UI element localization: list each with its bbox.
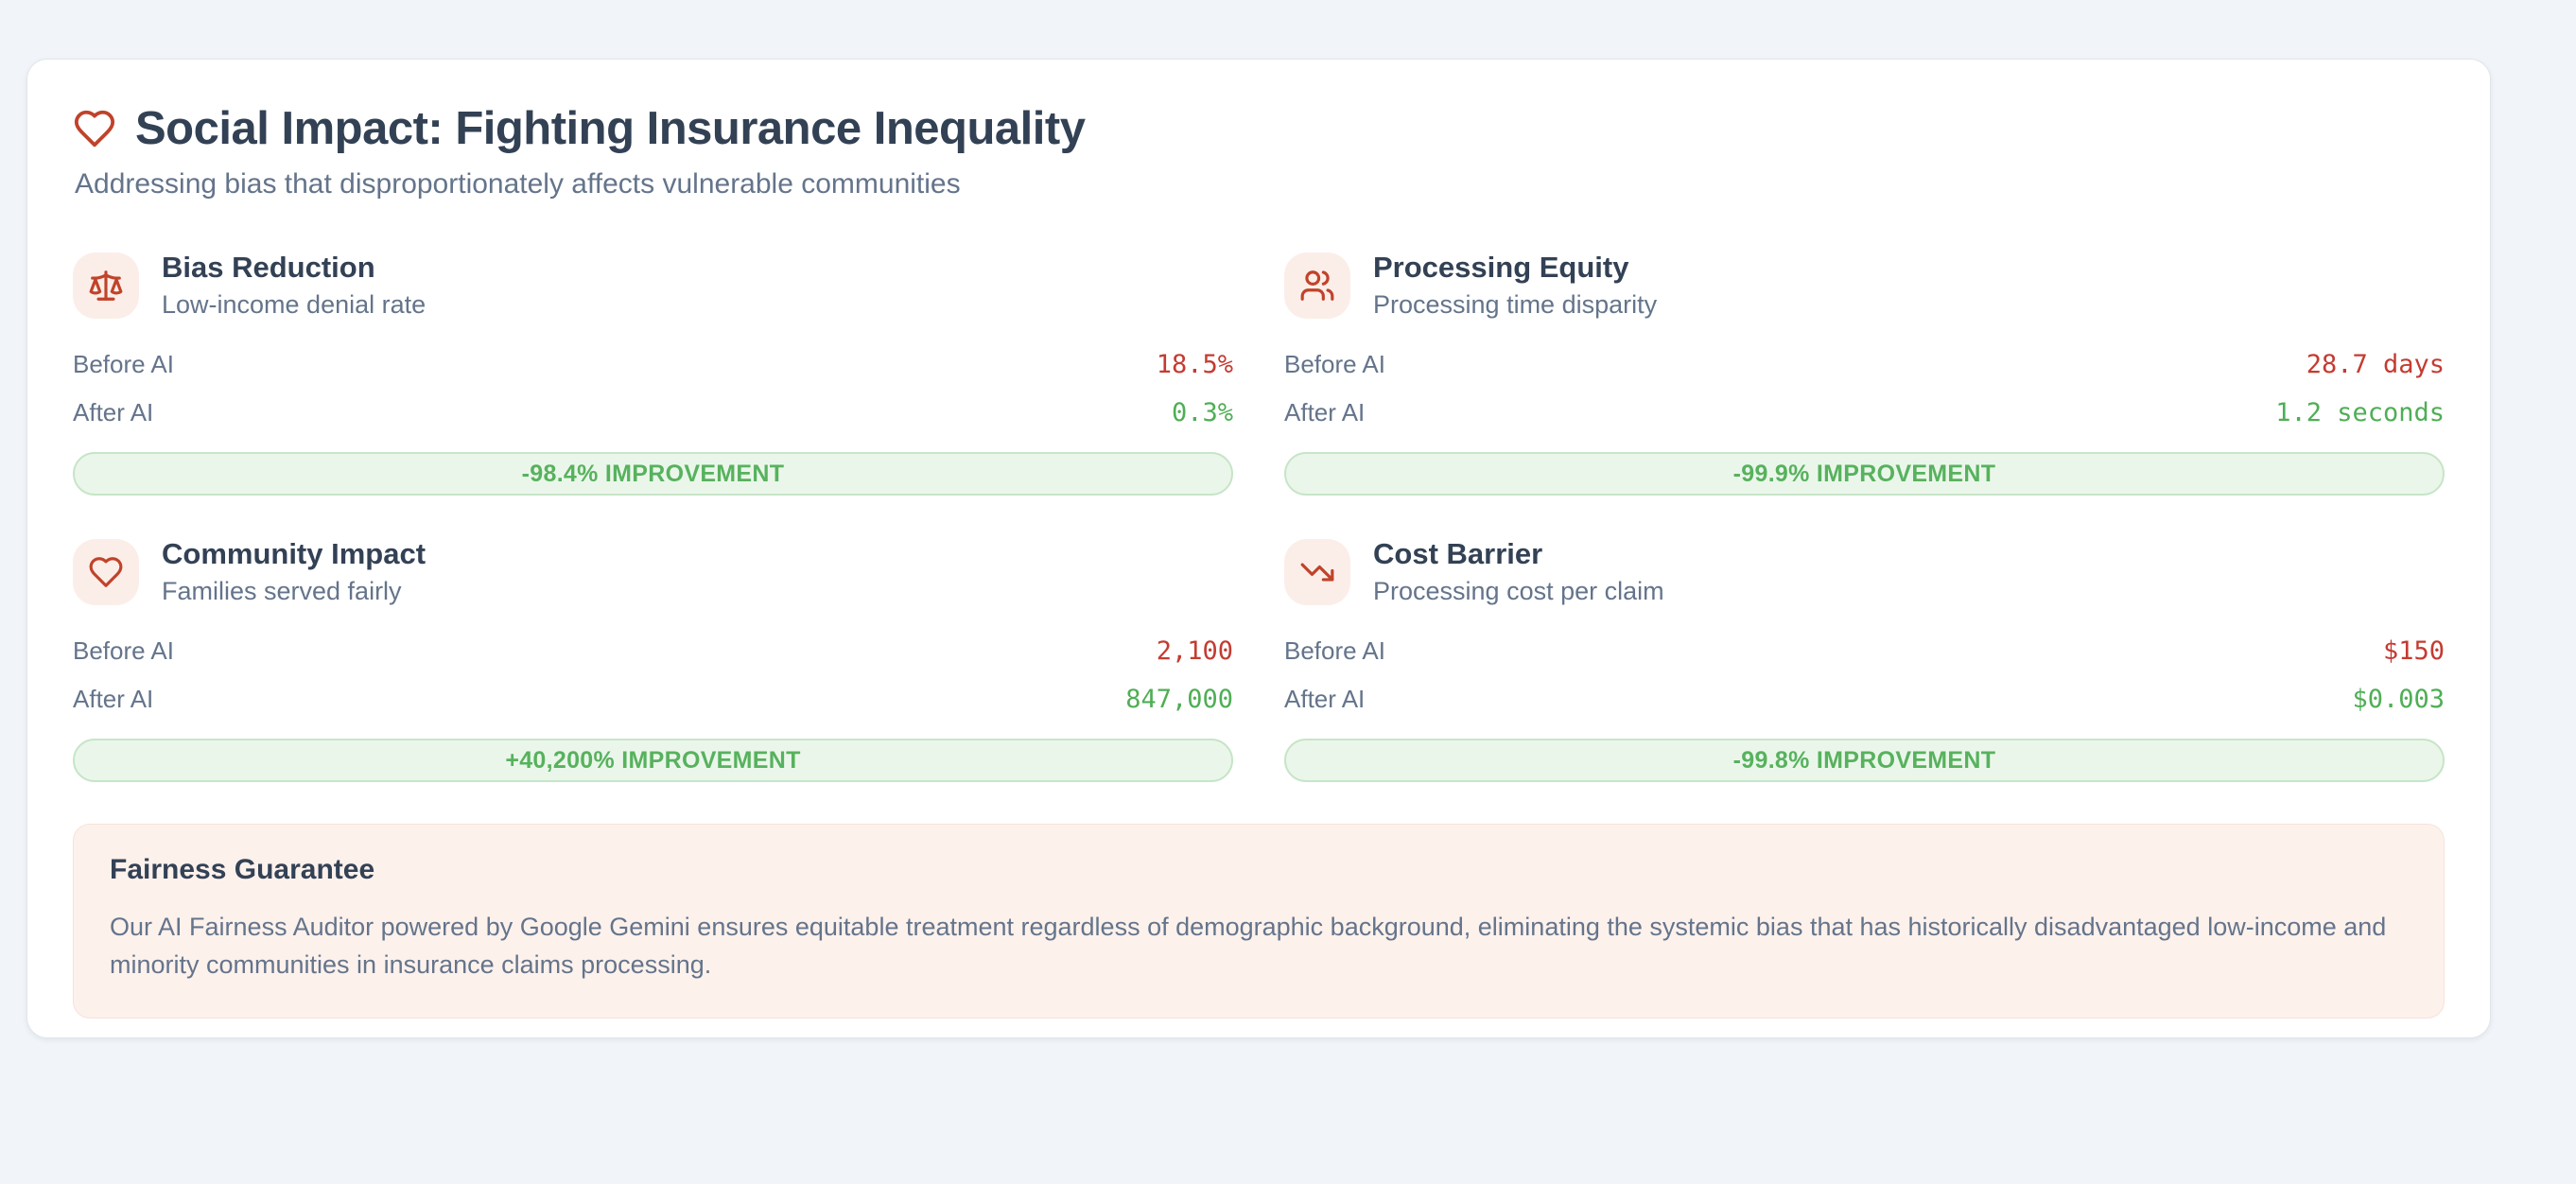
before-ai-label: Before AI xyxy=(73,350,174,378)
after-ai-row: After AI $0.003 xyxy=(1284,675,2445,723)
after-ai-row: After AI 1.2 seconds xyxy=(1284,389,2445,437)
metric-header-text: Processing Equity Processing time dispar… xyxy=(1373,251,1657,320)
metric-header: Cost Barrier Processing cost per claim xyxy=(1284,537,2445,606)
before-ai-row: Before AI 18.5% xyxy=(73,340,1233,389)
before-ai-label: Before AI xyxy=(1284,350,1385,378)
page-subtitle: Addressing bias that disproportionately … xyxy=(75,168,961,200)
before-ai-label: Before AI xyxy=(1284,636,1385,665)
fairness-title: Fairness Guarantee xyxy=(110,854,375,885)
metric-header-text: Community Impact Families served fairly xyxy=(162,537,426,606)
metric-card-community-impact: Community Impact Families served fairly … xyxy=(73,537,1233,782)
before-ai-row: Before AI 2,100 xyxy=(73,627,1233,675)
after-ai-label: After AI xyxy=(73,685,154,713)
metric-header-text: Bias Reduction Low-income denial rate xyxy=(162,251,426,320)
after-ai-value: 0.3% xyxy=(1171,398,1233,427)
metric-subtitle: Processing cost per claim xyxy=(1373,577,1664,605)
after-ai-value: 1.2 seconds xyxy=(2275,398,2445,427)
before-ai-label: Before AI xyxy=(73,636,174,665)
heart-icon xyxy=(73,107,116,150)
metric-title: Bias Reduction xyxy=(162,251,375,284)
metric-title: Processing Equity xyxy=(1373,251,1629,284)
metric-title: Community Impact xyxy=(162,537,426,570)
metric-subtitle: Processing time disparity xyxy=(1373,290,1658,319)
after-ai-row: After AI 847,000 xyxy=(73,675,1233,723)
social-impact-card: Social Impact: Fighting Insurance Inequa… xyxy=(26,59,2491,1038)
improvement-badge: +40,200% IMPROVEMENT xyxy=(73,739,1233,782)
before-ai-value: 28.7 days xyxy=(2306,350,2445,379)
before-ai-row: Before AI $150 xyxy=(1284,627,2445,675)
metric-subtitle: Low-income denial rate xyxy=(162,290,426,319)
after-ai-label: After AI xyxy=(1284,685,1366,713)
metrics-grid: Bias Reduction Low-income denial rate Be… xyxy=(73,251,2445,782)
page-title: Social Impact: Fighting Insurance Inequa… xyxy=(135,103,1086,154)
after-ai-label: After AI xyxy=(1284,398,1366,427)
after-ai-value: $0.003 xyxy=(2352,685,2445,714)
metric-rows: Before AI 28.7 days After AI 1.2 seconds xyxy=(1284,340,2445,437)
metric-subtitle: Families served fairly xyxy=(162,577,402,605)
metric-header: Community Impact Families served fairly xyxy=(73,537,1233,606)
before-ai-row: Before AI 28.7 days xyxy=(1284,340,2445,389)
fairness-guarantee-box: Fairness Guarantee Our AI Fairness Audit… xyxy=(73,824,2445,1019)
fairness-body: Our AI Fairness Auditor powered by Googl… xyxy=(110,913,2387,979)
page-header: Social Impact: Fighting Insurance Inequa… xyxy=(73,101,2445,156)
trending-down-icon xyxy=(1284,538,1350,605)
metric-rows: Before AI $150 After AI $0.003 xyxy=(1284,627,2445,723)
before-ai-value: $150 xyxy=(2382,636,2445,666)
users-icon xyxy=(1284,252,1350,319)
metric-card-processing-equity: Processing Equity Processing time dispar… xyxy=(1284,251,2445,496)
after-ai-label: After AI xyxy=(73,398,154,427)
improvement-badge: -99.8% IMPROVEMENT xyxy=(1284,739,2445,782)
heart-icon xyxy=(73,538,139,605)
metric-header: Processing Equity Processing time dispar… xyxy=(1284,251,2445,320)
before-ai-value: 2,100 xyxy=(1156,636,1233,666)
metric-rows: Before AI 18.5% After AI 0.3% xyxy=(73,340,1233,437)
improvement-badge: -99.9% IMPROVEMENT xyxy=(1284,452,2445,496)
scale-icon xyxy=(73,252,139,319)
before-ai-value: 18.5% xyxy=(1156,350,1233,379)
metric-card-cost-barrier: Cost Barrier Processing cost per claim B… xyxy=(1284,537,2445,782)
metric-card-bias-reduction: Bias Reduction Low-income denial rate Be… xyxy=(73,251,1233,496)
improvement-badge: -98.4% IMPROVEMENT xyxy=(73,452,1233,496)
after-ai-value: 847,000 xyxy=(1125,685,1233,714)
metric-header-text: Cost Barrier Processing cost per claim xyxy=(1373,537,1664,606)
metric-rows: Before AI 2,100 After AI 847,000 xyxy=(73,627,1233,723)
after-ai-row: After AI 0.3% xyxy=(73,389,1233,437)
metric-header: Bias Reduction Low-income denial rate xyxy=(73,251,1233,320)
metric-title: Cost Barrier xyxy=(1373,537,1543,570)
